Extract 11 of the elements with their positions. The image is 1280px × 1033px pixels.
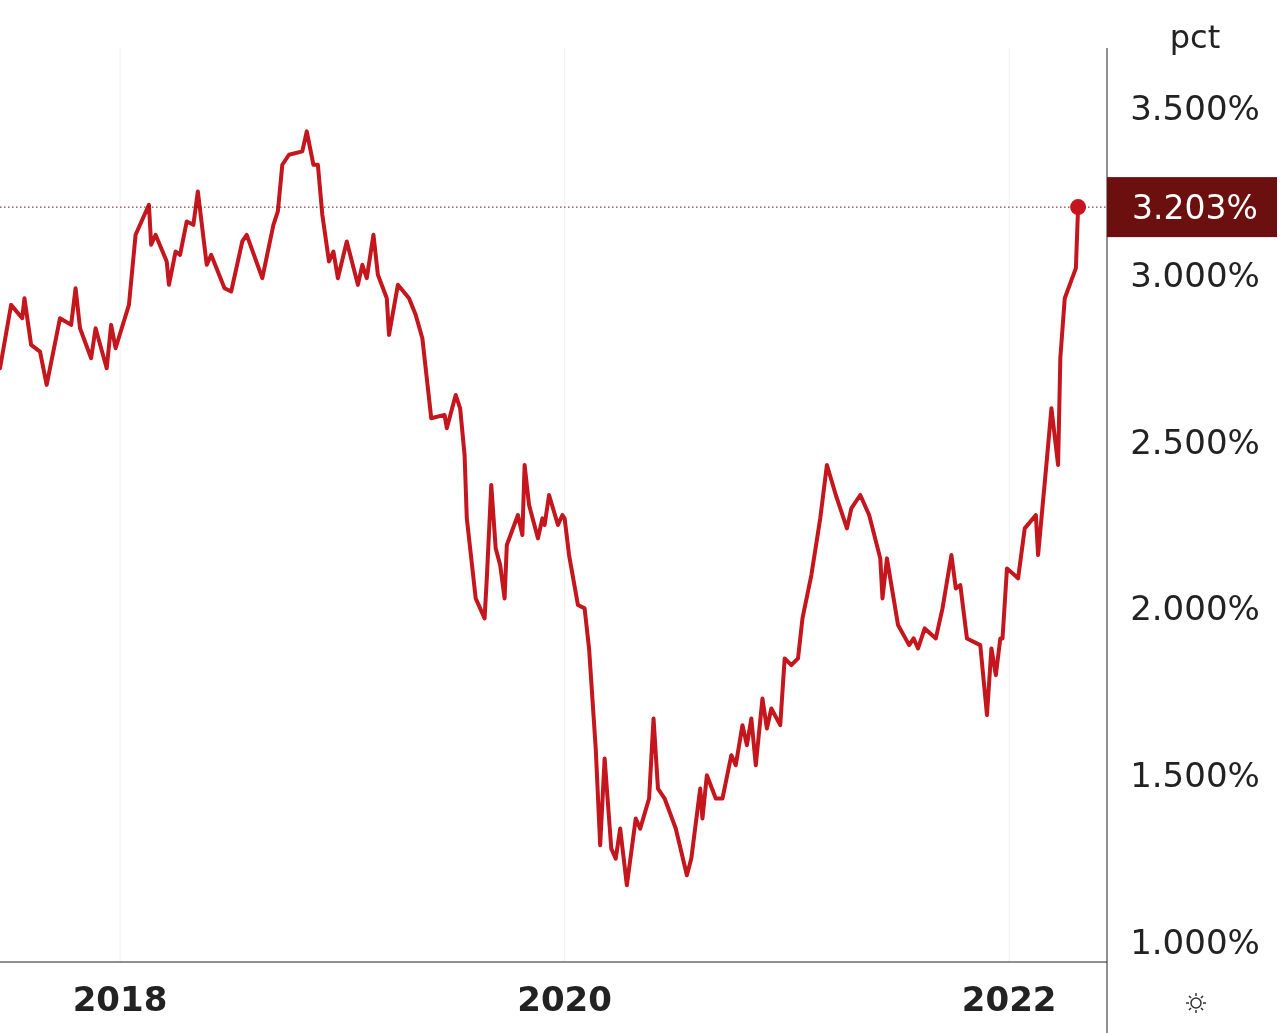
y-tick-label: 2.500% xyxy=(1130,421,1260,462)
y-tick-label: 1.500% xyxy=(1130,755,1260,796)
x-tick-label: 2020 xyxy=(517,979,612,1019)
y-tick-label: 3.500% xyxy=(1130,88,1260,129)
x-tick-label: 2018 xyxy=(72,979,168,1019)
x-tick-label: 2022 xyxy=(961,979,1057,1019)
y-tick-label: 3.000% xyxy=(1130,254,1260,295)
y-tick-label: 2.000% xyxy=(1130,588,1260,629)
y-axis-title: pct xyxy=(1169,18,1221,56)
ref-line-label: 3.203% xyxy=(1132,188,1258,228)
y-tick-label: 1.000% xyxy=(1130,921,1260,962)
